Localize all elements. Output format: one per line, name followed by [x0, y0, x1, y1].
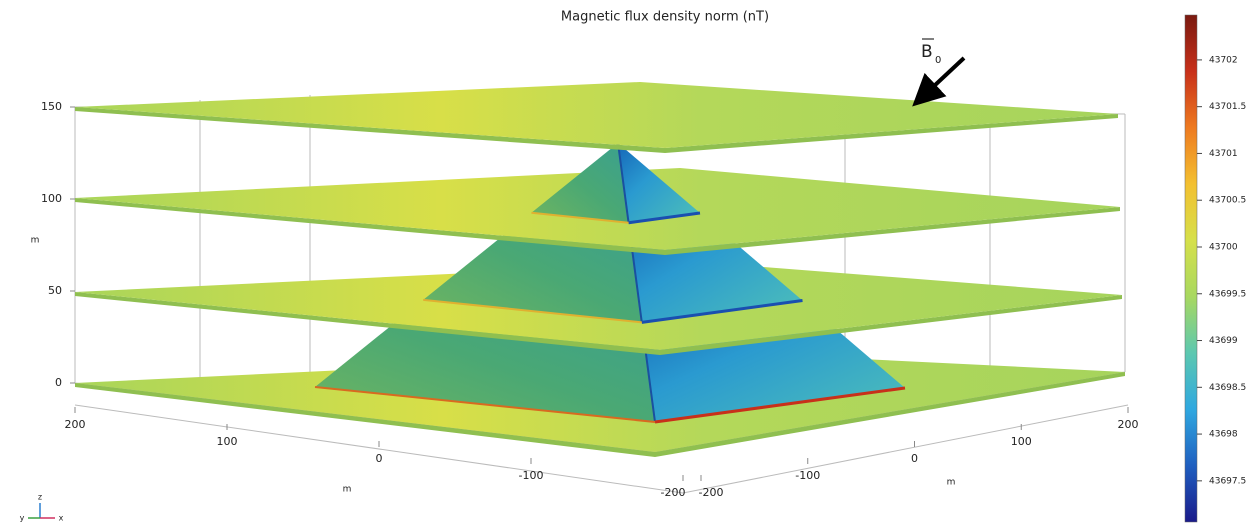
colorbar-tick-label: 43701	[1209, 149, 1238, 159]
x-tick-label: -100	[795, 469, 820, 482]
z-tick-label: 100	[41, 192, 62, 205]
y-tick-label: -200	[661, 486, 686, 499]
scene	[75, 82, 1128, 493]
colorbar-tick-label: 43702	[1209, 55, 1238, 65]
annotation: B 0	[918, 39, 964, 101]
plane	[75, 82, 1118, 148]
x-tick-label: 0	[911, 452, 918, 465]
x-axis-label: m	[947, 478, 956, 488]
triad-label: x	[59, 514, 64, 523]
triad-label: y	[20, 514, 25, 523]
axis-triad: z y x	[20, 493, 64, 523]
y-tick-label: 200	[65, 418, 86, 431]
colorbar-tick-label: 43701.5	[1209, 102, 1246, 112]
colorbar-tick-label: 43697.5	[1209, 476, 1246, 486]
colorbar-tick-label: 43699.5	[1209, 289, 1246, 299]
colorbar-tick-label: 43699	[1209, 336, 1238, 346]
chart: Magnetic flux density norm (nT) m m m B …	[0, 0, 1258, 524]
annotation-text: B	[921, 42, 933, 62]
colorbar-tick-label: 43700	[1209, 242, 1238, 252]
colorbar-tick-label: 43700.5	[1209, 196, 1246, 206]
colorbar: 43697.5 43698 43698.5 43699 43699.5 43700 4370…	[1185, 15, 1246, 522]
z-tick-label: 150	[41, 100, 62, 113]
x-tick-label: 100	[1011, 435, 1032, 448]
triad-label: z	[38, 493, 42, 502]
annotation-subscript: 0	[935, 55, 941, 66]
z-axis-label: m	[31, 236, 40, 246]
y-tick-label: 100	[217, 435, 238, 448]
chart-title: Magnetic flux density norm (nT)	[561, 10, 769, 25]
z-tick-label: 50	[48, 284, 62, 297]
colorbar-gradient	[1185, 15, 1197, 522]
colorbar-tick-label: 43698.5	[1209, 383, 1246, 393]
z-tick-label: 0	[55, 376, 62, 389]
y-tick-label: 0	[376, 452, 383, 465]
y-axis-label: m	[343, 485, 352, 495]
x-tick-label: 200	[1118, 418, 1139, 431]
y-tick-label: -100	[519, 469, 544, 482]
colorbar-tick-label: 43698	[1209, 430, 1238, 440]
x-tick-label: -200	[699, 486, 724, 499]
